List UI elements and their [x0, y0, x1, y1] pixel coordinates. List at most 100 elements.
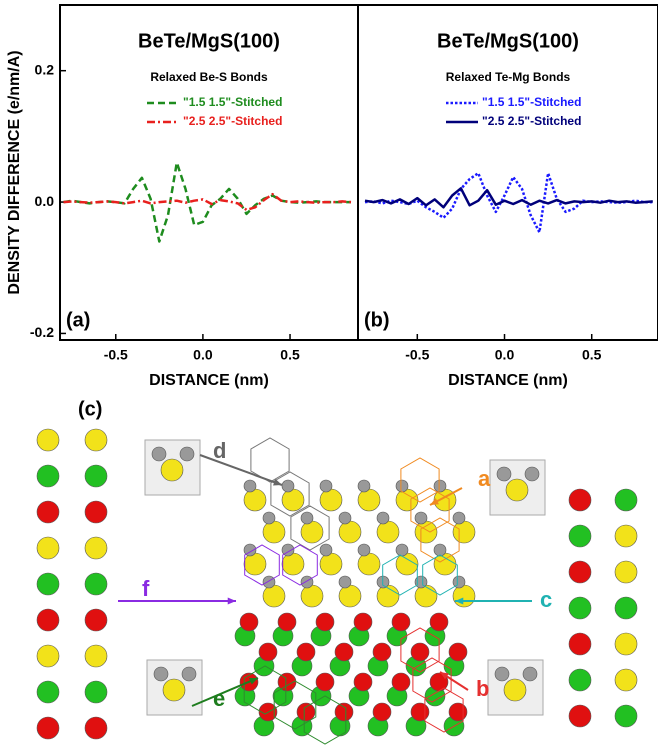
atom	[278, 613, 296, 631]
atom	[259, 643, 277, 661]
atom	[354, 673, 372, 691]
atom	[263, 585, 285, 607]
atom	[85, 717, 107, 739]
atom	[244, 480, 256, 492]
inset-label: d	[213, 438, 226, 463]
atom	[569, 525, 591, 547]
inset-label: a	[478, 466, 491, 491]
y-tick-label: 0.2	[35, 61, 55, 77]
atom	[85, 645, 107, 667]
atom	[569, 597, 591, 619]
atom	[396, 544, 408, 556]
atom	[301, 585, 323, 607]
legend-label: "1.5 1.5"-Stitched	[183, 95, 282, 109]
atom	[377, 512, 389, 524]
atom	[392, 673, 410, 691]
atom	[263, 576, 275, 588]
page: (c) -0.50.00.5-0.20.00.2DISTANCE (nm)DEN…	[0, 0, 658, 755]
panel-annotation: (b)	[364, 309, 390, 331]
atom	[85, 537, 107, 559]
atom	[37, 609, 59, 631]
atom	[615, 489, 637, 511]
atom	[615, 669, 637, 691]
atom	[430, 613, 448, 631]
inset-label: e	[213, 686, 225, 711]
atom	[282, 553, 304, 575]
atom	[263, 512, 275, 524]
atom	[354, 613, 372, 631]
atom	[411, 643, 429, 661]
inset-label: f	[142, 576, 150, 601]
atom	[85, 429, 107, 451]
x-tick-label: -0.5	[104, 347, 128, 363]
atom	[415, 521, 437, 543]
atom	[358, 489, 380, 511]
atom	[449, 703, 467, 721]
atom	[282, 480, 294, 492]
atom	[37, 573, 59, 595]
atom	[434, 480, 446, 492]
arrow-head	[228, 597, 236, 604]
atom	[37, 429, 59, 451]
atom	[615, 705, 637, 727]
atom	[244, 553, 266, 575]
atom	[37, 501, 59, 523]
x-axis-label: DISTANCE (nm)	[149, 372, 269, 389]
atom	[163, 679, 185, 701]
y-axis-label: DENSITY DIFFERENCE (e/nm/A)	[6, 50, 23, 294]
atom	[301, 576, 313, 588]
y-tick-label: 0.0	[35, 193, 55, 209]
atom	[569, 633, 591, 655]
atom	[182, 667, 196, 681]
atom	[358, 544, 370, 556]
panel-annotation: (a)	[66, 309, 90, 331]
atom	[37, 717, 59, 739]
x-tick-label: 0.5	[280, 347, 300, 363]
atom	[396, 480, 408, 492]
atom	[358, 480, 370, 492]
chart-subtitle: Relaxed Be-S Bonds	[150, 70, 268, 84]
atom	[282, 489, 304, 511]
atom	[615, 597, 637, 619]
atom	[504, 679, 526, 701]
legend-label: "2.5 2.5"-Stitched	[183, 114, 282, 128]
atom	[335, 703, 353, 721]
atom	[615, 561, 637, 583]
atom	[415, 585, 437, 607]
atom	[339, 576, 351, 588]
atom	[339, 521, 361, 543]
atom	[161, 459, 183, 481]
atom	[244, 489, 266, 511]
atom	[449, 643, 467, 661]
atom	[569, 705, 591, 727]
atom	[37, 465, 59, 487]
atom	[85, 501, 107, 523]
atom	[240, 613, 258, 631]
y-tick-label: -0.2	[30, 324, 54, 340]
atom	[339, 585, 361, 607]
atom	[37, 681, 59, 703]
atom	[523, 667, 537, 681]
atom	[569, 489, 591, 511]
atom	[453, 585, 475, 607]
chart-subtitle: Relaxed Te-Mg Bonds	[446, 70, 571, 84]
atom	[301, 512, 313, 524]
atom	[320, 489, 342, 511]
atom	[263, 521, 285, 543]
atom	[180, 447, 194, 461]
atom	[335, 643, 353, 661]
atom	[495, 667, 509, 681]
x-tick-label: 0.5	[582, 347, 602, 363]
atom	[152, 447, 166, 461]
atom	[320, 544, 332, 556]
atom	[339, 512, 351, 524]
inset-label: c	[540, 587, 552, 612]
atom	[411, 703, 429, 721]
atom	[301, 521, 323, 543]
x-axis-label: DISTANCE (nm)	[448, 372, 568, 389]
atom	[85, 681, 107, 703]
atom	[434, 544, 446, 556]
panel-label: (c)	[78, 398, 102, 420]
legend-label: "2.5 2.5"-Stitched	[482, 114, 581, 128]
atom	[297, 703, 315, 721]
